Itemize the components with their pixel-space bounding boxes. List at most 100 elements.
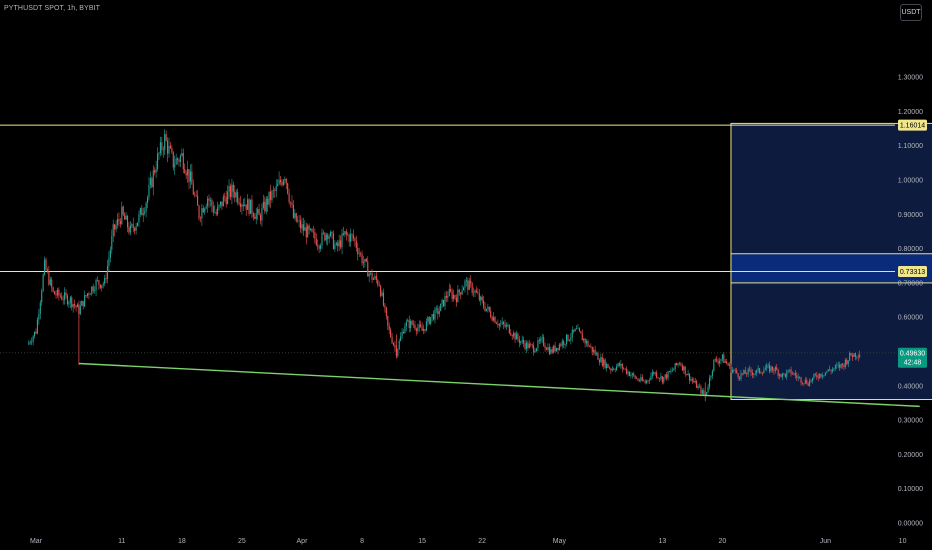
y-axis-tick-label: 0.80000 bbox=[898, 246, 923, 253]
candle-body bbox=[651, 372, 653, 376]
candle-body bbox=[227, 191, 229, 204]
candle-body bbox=[95, 280, 97, 291]
level-price-tag[interactable] bbox=[898, 266, 927, 278]
candle-body bbox=[412, 324, 415, 326]
candle-body bbox=[697, 386, 699, 388]
candle-body bbox=[146, 197, 149, 204]
candle-body bbox=[740, 373, 742, 379]
candle-body bbox=[392, 343, 395, 345]
candle-body bbox=[221, 201, 223, 207]
candle-body bbox=[487, 306, 489, 309]
currency-button[interactable]: USDT bbox=[900, 4, 922, 21]
candle-body bbox=[211, 200, 213, 207]
candle-body bbox=[415, 328, 417, 332]
x-axis-tick-label: Apr bbox=[297, 538, 309, 545]
candle-body bbox=[330, 231, 332, 237]
candle-body bbox=[626, 368, 628, 374]
candle-body bbox=[54, 291, 56, 295]
candle-body bbox=[770, 366, 772, 372]
candle-body bbox=[179, 155, 181, 162]
candle-body bbox=[444, 295, 446, 307]
support-trendline[interactable] bbox=[78, 362, 920, 408]
candle-body bbox=[129, 225, 131, 233]
candle-body bbox=[182, 153, 184, 170]
candle-body bbox=[318, 245, 320, 249]
candle-body bbox=[289, 202, 292, 203]
candle-body bbox=[401, 331, 403, 337]
candle-body bbox=[267, 198, 269, 205]
candle-body bbox=[575, 328, 578, 330]
candle-body bbox=[753, 373, 755, 375]
candle-body bbox=[195, 195, 197, 196]
candle-body bbox=[836, 365, 838, 367]
candle-body bbox=[584, 338, 586, 344]
candle-body bbox=[460, 292, 462, 295]
candle-body bbox=[410, 320, 412, 329]
candle-body bbox=[168, 146, 170, 154]
candle-body bbox=[135, 226, 137, 231]
candle-body bbox=[178, 160, 180, 162]
candle-body bbox=[194, 194, 196, 196]
candle-body bbox=[302, 224, 304, 231]
candle-body bbox=[644, 381, 646, 383]
candle-body bbox=[623, 368, 625, 370]
candle-body bbox=[340, 240, 342, 248]
candle-body bbox=[545, 348, 548, 350]
candle-body bbox=[673, 369, 675, 371]
candle-body bbox=[600, 357, 602, 363]
candle-body bbox=[321, 232, 323, 246]
candle-body bbox=[188, 169, 190, 182]
candle-body bbox=[694, 381, 696, 383]
candle-body bbox=[831, 369, 834, 372]
candle-body bbox=[312, 231, 314, 233]
candle-body bbox=[834, 365, 836, 369]
level-price-tag[interactable] bbox=[898, 119, 927, 131]
candle-body bbox=[35, 331, 37, 334]
candle-body bbox=[288, 193, 290, 203]
candle-body bbox=[505, 324, 508, 327]
candle-body bbox=[350, 234, 352, 242]
candle-body bbox=[265, 198, 267, 212]
candle-body bbox=[202, 208, 204, 213]
candle-body bbox=[607, 363, 609, 368]
candle-body bbox=[142, 213, 144, 216]
candle-body bbox=[554, 345, 556, 352]
candle-body bbox=[837, 364, 839, 366]
candle-body bbox=[139, 208, 141, 215]
candle-body bbox=[824, 372, 826, 376]
candle-body bbox=[334, 244, 336, 249]
candle-body bbox=[438, 311, 440, 315]
candle-body bbox=[268, 191, 270, 205]
candle-body bbox=[544, 345, 546, 349]
candle-body bbox=[377, 280, 379, 285]
candle-body bbox=[362, 262, 365, 264]
candle-body bbox=[255, 213, 257, 219]
x-axis-tick-label: 20 bbox=[719, 538, 727, 545]
x-axis-tick-label: 22 bbox=[478, 538, 486, 545]
x-axis-tick-label: May bbox=[553, 538, 567, 545]
candle-body bbox=[843, 364, 845, 368]
candle-body bbox=[407, 320, 409, 322]
candle-body bbox=[69, 297, 71, 303]
candle-body bbox=[420, 324, 422, 327]
candle-body bbox=[521, 339, 523, 342]
candle-body bbox=[232, 184, 234, 192]
candle-body bbox=[756, 369, 758, 374]
candle-body bbox=[620, 363, 622, 366]
candle-body bbox=[189, 171, 191, 182]
candle-body bbox=[344, 231, 346, 235]
candle-body bbox=[653, 372, 655, 374]
candle-body bbox=[262, 201, 264, 208]
candle-body bbox=[402, 331, 405, 334]
candle-body bbox=[734, 369, 736, 371]
candle-body bbox=[821, 375, 824, 377]
candle-body bbox=[833, 368, 835, 370]
candle-body bbox=[458, 289, 460, 293]
candle-body bbox=[783, 373, 785, 375]
candle-body bbox=[481, 296, 483, 301]
candle-body bbox=[608, 367, 610, 369]
candle-body bbox=[500, 323, 502, 325]
candle-body bbox=[560, 344, 562, 346]
candle-body bbox=[664, 374, 666, 378]
